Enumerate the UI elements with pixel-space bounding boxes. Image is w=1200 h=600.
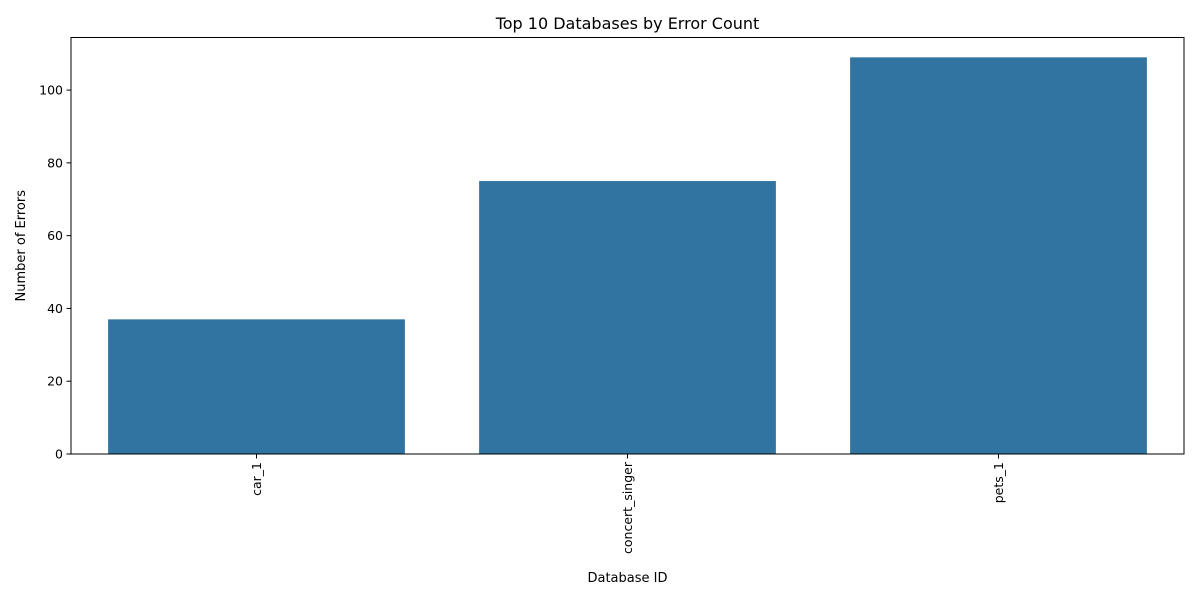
bar-pets_1: [850, 57, 1147, 454]
bars: [108, 57, 1147, 455]
x-axis-label: Database ID: [587, 571, 667, 586]
y-tick-label: 0: [55, 447, 63, 462]
y-tick-label: 80: [47, 155, 63, 170]
y-tick-label: 60: [47, 228, 63, 243]
x-tick-label-pets_1: pets_1: [991, 462, 1006, 503]
y-axis-ticks: 0 20 40 60 80 100: [39, 83, 71, 462]
x-axis-ticks: car_1 concert_singer pets_1: [249, 454, 1006, 554]
y-tick-label: 20: [47, 374, 63, 389]
plot-frame: [70, 37, 1185, 455]
y-tick-label: 100: [39, 83, 63, 98]
x-tick-label-car_1: car_1: [249, 462, 264, 496]
y-axis-label: Number of Errors: [14, 190, 29, 302]
x-tick-label-concert_singer: concert_singer: [620, 461, 635, 554]
bar-car_1: [108, 319, 405, 454]
bar-concert_singer: [479, 181, 776, 455]
y-tick-label: 40: [47, 301, 63, 316]
chart-title: Top 10 Databases by Error Count: [495, 14, 760, 33]
